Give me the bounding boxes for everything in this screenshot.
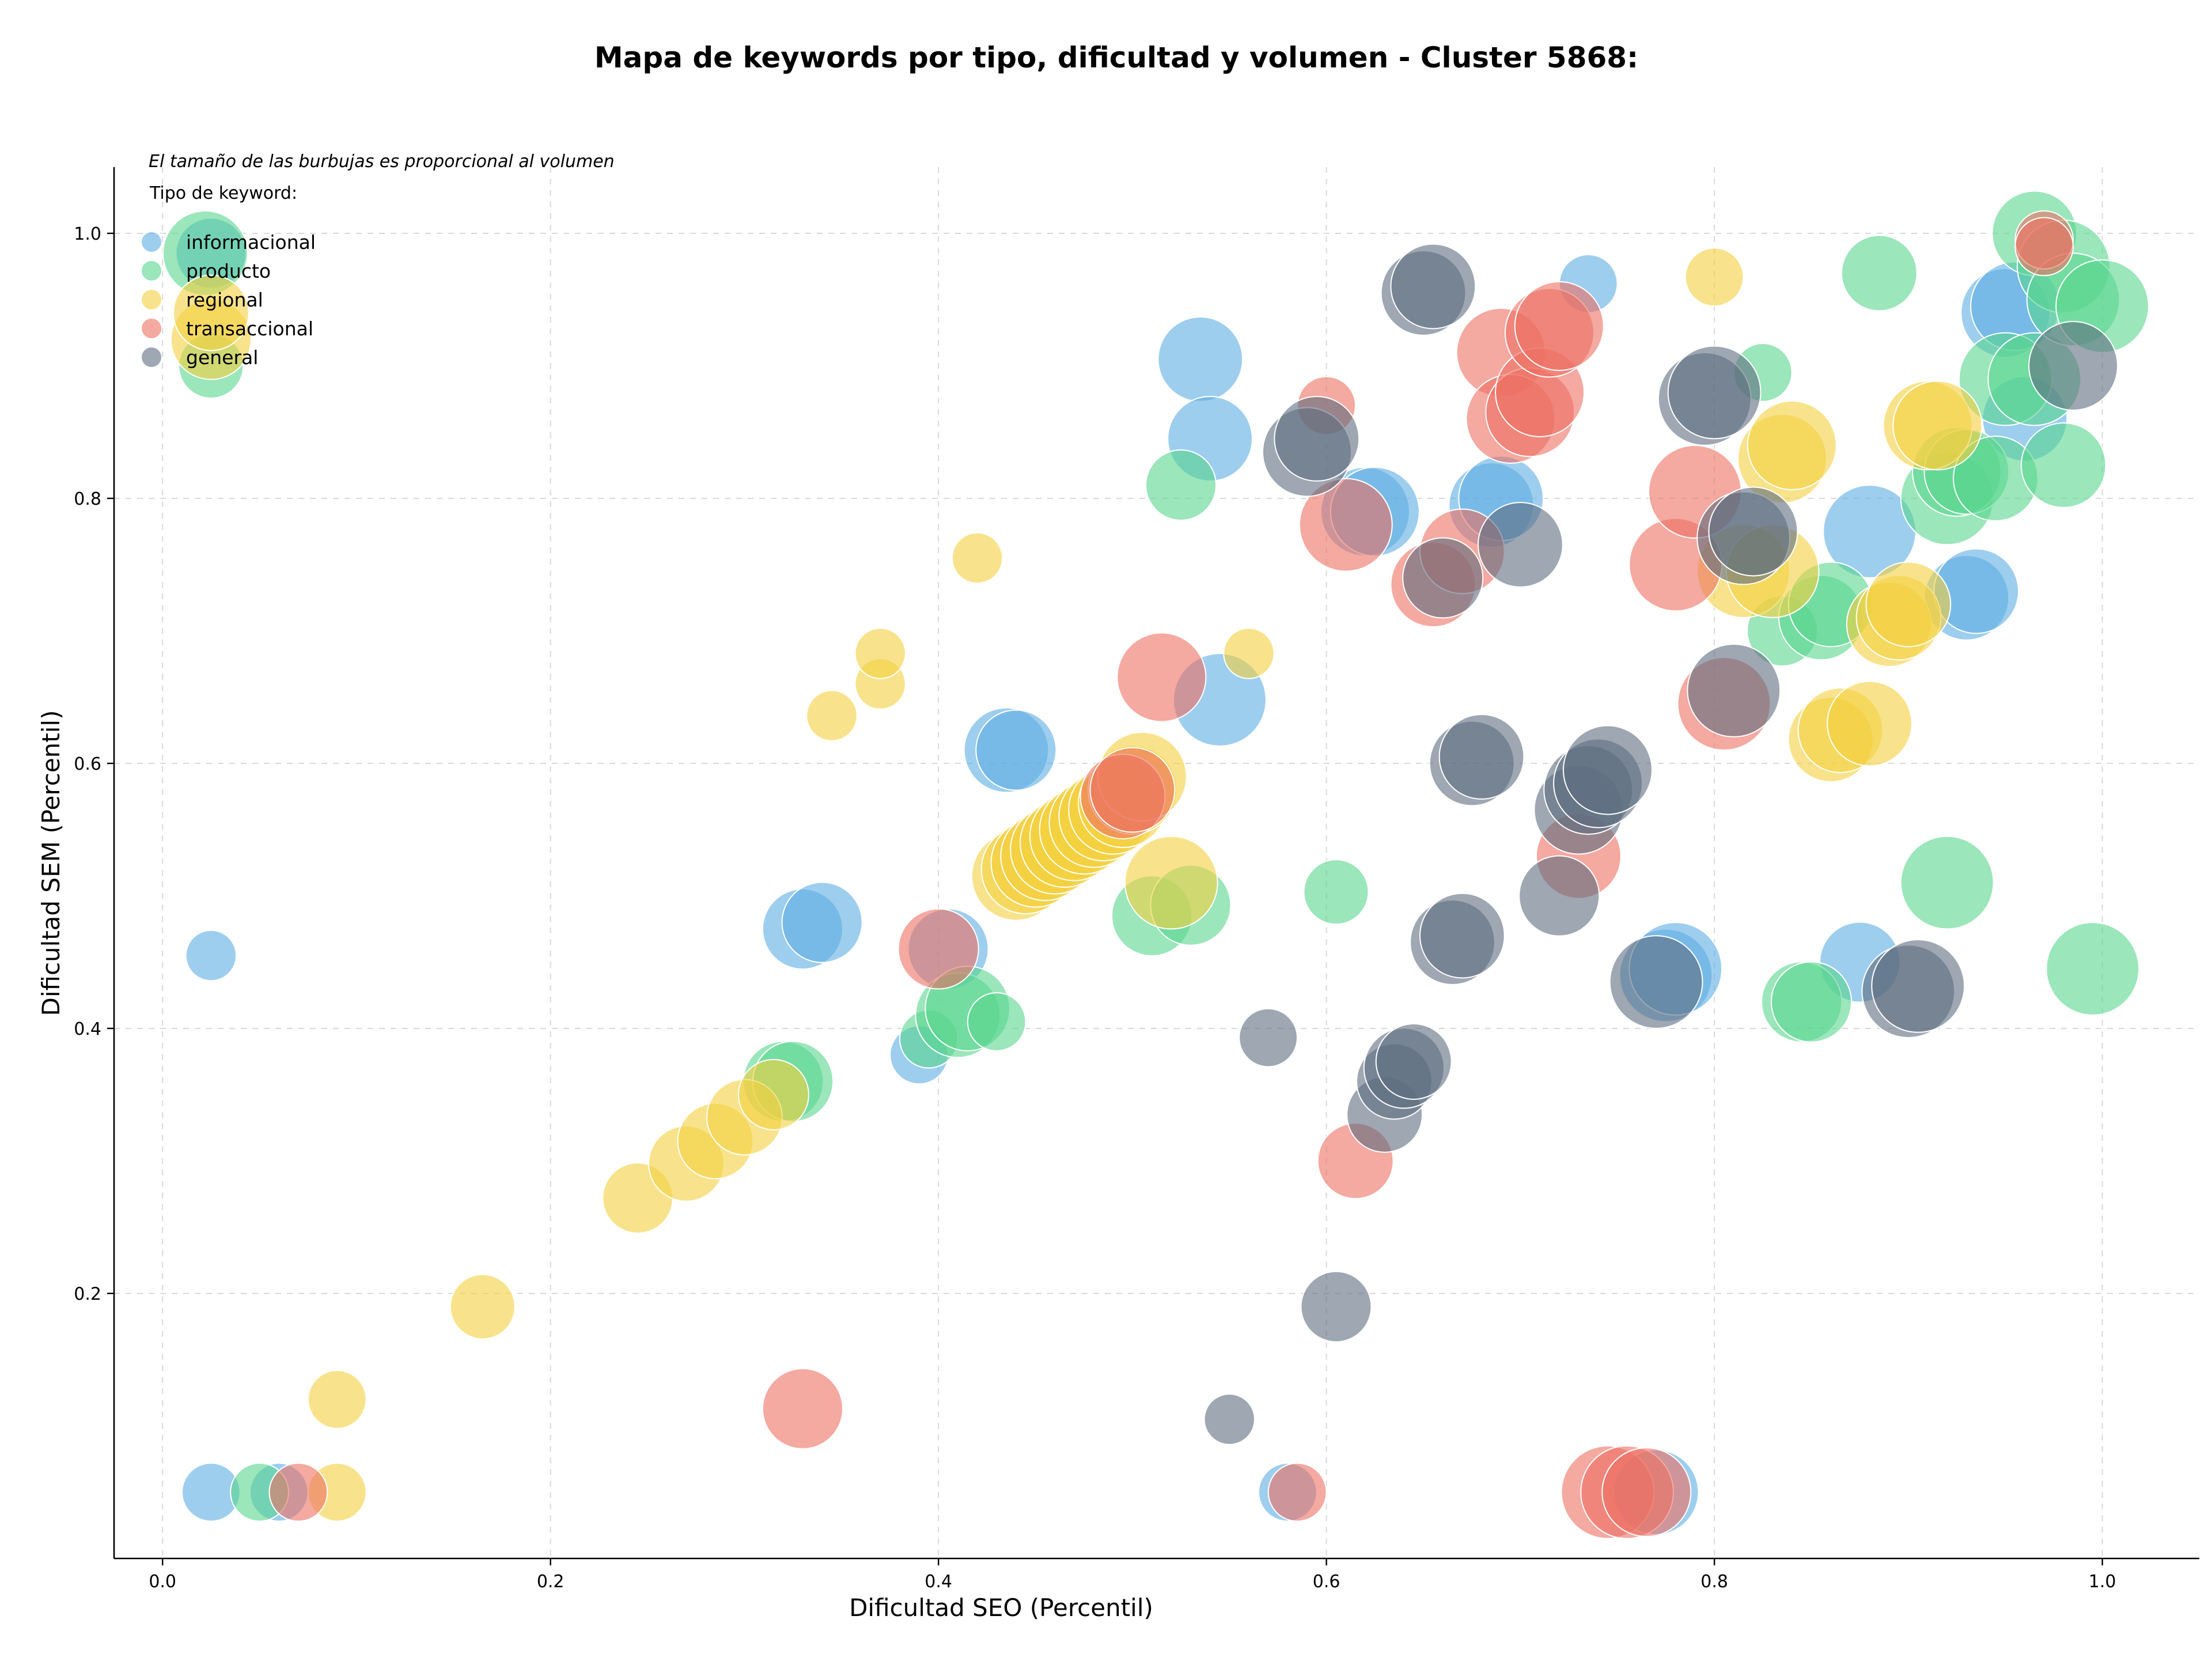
general-bubble (2028, 321, 2119, 411)
transaccional-bubble (1267, 1462, 1327, 1522)
producto-bubble (967, 992, 1027, 1051)
y-axis-label: Dificultad SEM (Percentil) (37, 710, 65, 1016)
legend-marker-transaccional (142, 319, 161, 338)
series-general (1203, 243, 2119, 1446)
general-bubble (1562, 725, 1653, 815)
general-bubble (1871, 939, 1965, 1033)
informacional-bubble (975, 709, 1057, 791)
general-bubble (1203, 1393, 1255, 1446)
transaccional-bubble (1514, 281, 1604, 371)
transaccional-bubble (762, 1368, 844, 1450)
legend-marker-general (142, 347, 161, 367)
informacional-bubble (185, 929, 237, 982)
legend-label-transaccional: transaccional (186, 317, 313, 340)
bubble-size-note: El tamaño de las burbujas es proporciona… (149, 152, 615, 172)
x-tick-label: 0.6 (1313, 1572, 1340, 1592)
legend-marker-informacional (142, 232, 161, 252)
y-ticks: 0.2 0.4 0.6 0.8 1.0 (74, 224, 114, 1304)
producto-bubble (2020, 422, 2107, 508)
x-tick-label: 0.0 (149, 1572, 176, 1592)
regional-bubble (806, 690, 858, 741)
regional-bubble (1223, 627, 1275, 679)
regional-bubble (1684, 247, 1744, 307)
regional-bubble (951, 532, 1003, 584)
y-tick-label: 0.2 (74, 1284, 101, 1304)
bubbles (162, 190, 2150, 1539)
producto-bubble (1770, 961, 1853, 1043)
general-bubble (1687, 644, 1781, 737)
transaccional-bubble (1089, 747, 1176, 833)
legend-label-producto: producto (186, 260, 271, 282)
legend-marker-producto (142, 261, 161, 281)
y-tick-label: 0.4 (74, 1019, 101, 1039)
legend-label-regional: regional (186, 289, 263, 311)
x-tick-label: 0.2 (537, 1572, 565, 1592)
producto-bubble (1900, 835, 1994, 930)
regional-bubble (1865, 561, 1952, 648)
general-bubble (1390, 243, 1476, 330)
regional-bubble (1747, 400, 1837, 490)
producto-bubble (1303, 859, 1369, 925)
informacional-bubble (781, 881, 863, 963)
general-bubble (1402, 537, 1484, 619)
transaccional-bubble (268, 1462, 328, 1522)
regional-bubble (1827, 680, 1912, 767)
general-bubble (1419, 892, 1505, 979)
general-bubble (1477, 502, 1563, 588)
transaccional-bubble (1116, 632, 1207, 722)
producto-bubble (1145, 449, 1217, 521)
x-tick-label: 0.8 (1700, 1572, 1728, 1592)
regional-bubble (172, 274, 249, 351)
general-bubble (1609, 935, 1703, 1029)
general-bubble (1274, 396, 1360, 482)
general-bubble (1438, 714, 1525, 800)
y-tick-label: 0.6 (74, 754, 101, 774)
legend: Tipo de keyword: informacional producto re… (142, 183, 316, 369)
y-tick-label: 0.8 (74, 489, 101, 509)
regional-bubble (737, 1059, 809, 1130)
x-tick-label: 0.4 (925, 1572, 952, 1592)
legend-label-general: general (186, 346, 258, 369)
general-bubble (1667, 345, 1762, 440)
legend-marker-regional (142, 290, 161, 309)
transaccional-bubble (1601, 1447, 1692, 1537)
transaccional-bubble (1298, 478, 1393, 572)
legend-label-informacional: informacional (186, 231, 316, 253)
regional-bubble (307, 1369, 367, 1429)
general-bubble (1375, 1023, 1452, 1100)
axes (113, 167, 2199, 1560)
general-bubble (1238, 1008, 1298, 1068)
legend-title: Tipo de keyword: (149, 183, 297, 203)
transaccional-bubble (2014, 217, 2074, 277)
informacional-bubble (1157, 316, 1244, 402)
producto-bubble (1840, 234, 1918, 312)
regional-bubble (449, 1274, 516, 1340)
producto-bubble (2046, 922, 2140, 1016)
regional-bubble (1892, 380, 1983, 471)
general-bubble (1300, 1271, 1372, 1342)
y-tick-label: 1.0 (74, 224, 101, 244)
x-axis-label: Dificultad SEO (Percentil) (849, 1594, 1153, 1622)
general-bubble (1518, 855, 1600, 937)
general-bubble (1708, 486, 1798, 577)
transaccional-bubble (897, 908, 979, 990)
regional-bubble (1124, 835, 1218, 930)
regional-bubble (854, 627, 906, 679)
chart-title: Mapa de keywords por tipo, dificultad y … (594, 41, 1638, 74)
x-ticks: 0.0 0.2 0.4 0.6 0.8 1.0 (149, 1558, 2116, 1592)
x-tick-label: 1.0 (2089, 1572, 2116, 1592)
